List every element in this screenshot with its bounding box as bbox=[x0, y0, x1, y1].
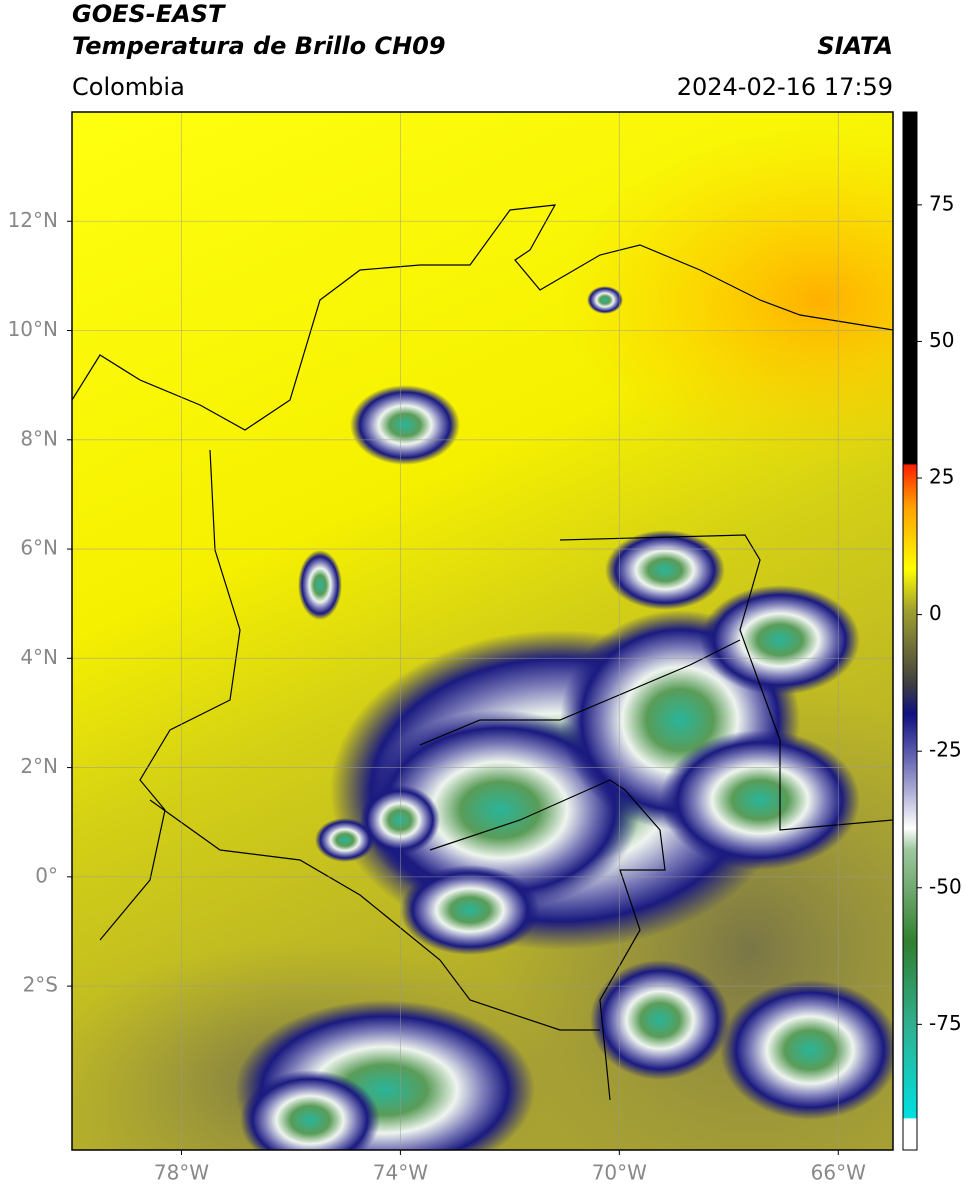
colorbar-label: 50 bbox=[929, 328, 954, 352]
y-tick-label: 6°N bbox=[20, 536, 58, 560]
colorbar-label: -25 bbox=[929, 738, 962, 762]
y-tick-label: 8°N bbox=[20, 426, 58, 450]
title: Temperatura de Brillo CH09 bbox=[72, 32, 446, 60]
colorbar bbox=[902, 111, 918, 1151]
region: Colombia bbox=[72, 73, 185, 101]
y-tick-label: 12°N bbox=[8, 208, 58, 232]
map-frame bbox=[71, 111, 894, 1151]
title: GOES-EAST bbox=[72, 0, 226, 28]
y-tick-label: 2°N bbox=[20, 754, 58, 778]
colorbar-label: -75 bbox=[929, 1011, 962, 1035]
x-tick-label: 78°W bbox=[154, 1161, 209, 1185]
timestamp: 2024-02-16 17:59 bbox=[677, 73, 893, 101]
colorbar-label: 25 bbox=[929, 465, 954, 489]
y-tick-label: 10°N bbox=[8, 317, 58, 341]
grid bbox=[72, 112, 893, 1150]
y-tick-label: 0° bbox=[35, 863, 58, 887]
y-tick-label: 4°N bbox=[20, 645, 58, 669]
satellite-image bbox=[72, 112, 893, 1150]
x-tick-label: 66°W bbox=[811, 1161, 866, 1185]
colorbar-label: -50 bbox=[929, 874, 962, 898]
colorbar-label: 0 bbox=[929, 601, 942, 625]
x-tick-label: 74°W bbox=[373, 1161, 428, 1185]
source: SIATA bbox=[817, 32, 893, 60]
y-tick-label: 2°S bbox=[23, 973, 58, 997]
x-tick-label: 70°W bbox=[592, 1161, 647, 1185]
colorbar-label: 75 bbox=[929, 191, 954, 215]
